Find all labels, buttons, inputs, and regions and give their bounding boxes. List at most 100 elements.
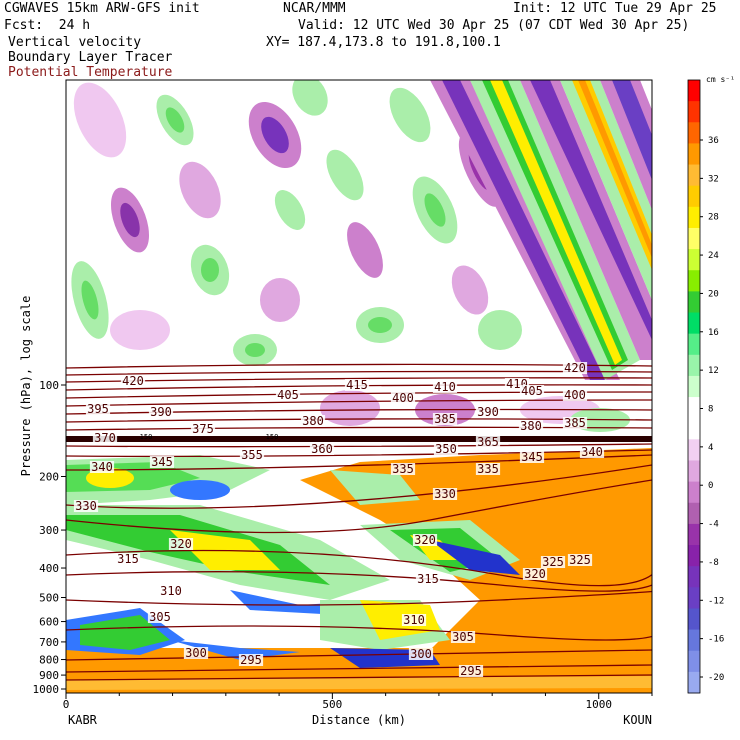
tracer-label: 150 [266,433,279,441]
isentrope-label-bg [458,665,484,677]
isentrope-label-bg [120,375,146,387]
isentrope-label: 340 [91,460,113,474]
colorbar-swatch [688,629,700,652]
cross-section-xy: XY= 187.4,173.8 to 191.8,100.1 [266,35,501,50]
x-axis-title: Distance (km) [312,713,406,727]
colorbar-label: 28 [708,213,719,223]
model-title: CGWAVES 15km ARW-GFS init [4,1,200,16]
isentrope-label: 345 [151,455,173,469]
isentrope-label-bg [519,385,545,397]
colorbar-swatch [688,481,700,504]
colorbar-swatch [688,206,700,229]
isentrope-label: 295 [240,653,262,667]
isentrope-label: 395 [87,402,109,416]
isentrope-label-bg [540,556,566,568]
isentrope-label-bg [149,456,175,468]
isentrope-label-bg [390,392,416,404]
x-tick-label: 0 [63,698,70,711]
isentrope-label-bg [238,654,264,666]
isentrope-label-bg [92,432,118,444]
colorbar-swatch [688,671,700,694]
colorbar-swatch [688,270,700,292]
isentrope-label-bg [475,463,501,475]
isentrope-label: 400 [564,388,586,402]
colorbar-swatch [688,227,700,250]
colorbar-swatch [688,101,700,123]
colorbar-swatch [688,122,700,144]
y-tick-label: 700 [39,636,59,649]
colorbar-labels: 36 32 28 24 20 16 12 8 4 0 -4 -8 -12 -16 -20 [700,136,724,683]
isentrope-label: 340 [581,445,603,459]
isentrope-label: 300 [410,647,432,661]
tracer-label: 150 [140,433,153,441]
colorbar-swatch [688,354,700,377]
isentrope-label-bg [522,568,548,580]
isentrope-label: 355 [241,448,263,462]
isentrope-label: 415 [346,378,368,392]
isentrope-label-bg [432,381,458,393]
isentrope-label: 385 [564,416,586,430]
colorbar-swatch [688,608,700,631]
colorbar-label: 16 [708,328,719,338]
colorbar-swatch [688,291,700,314]
isentrope-label-bg [401,614,427,626]
colorbar-label: -20 [708,673,724,683]
isentrope-label-bg [275,389,301,401]
isentrope-label-bg [344,379,370,391]
isentrope-label: 320 [170,537,192,551]
isentrope-label-bg [518,420,544,432]
isentrope-label-bg [309,443,335,455]
isentrope-label: 390 [150,405,172,419]
isentrope-label-bg [190,423,216,435]
isentrope-label-bg [89,461,115,473]
colorbar-swatch [688,80,700,102]
colorbar-unit: cm s⁻¹ [706,75,735,84]
colorbar-label: 8 [708,405,713,415]
isentrope-label: 405 [521,384,543,398]
isentrope-label: 335 [477,462,499,476]
isentrope-label-bg [147,611,173,623]
x-tick-label: 500 [322,698,342,711]
isentrope-label: 315 [117,552,139,566]
isentrope-label: 305 [149,610,171,624]
colorbar-swatch [688,185,700,208]
colorbar-swatch [688,650,700,673]
colorbar-swatch [688,249,700,271]
isentrope-label: 300 [185,646,207,660]
init-time: Init: 12 UTC Tue 29 Apr 25 [513,1,717,16]
isentrope-label: 360 [311,442,333,456]
plot-frame [65,79,653,694]
isentrope-label: 420 [122,374,144,388]
isentrope-label: 410 [434,380,456,394]
y-tick-label: 800 [39,654,59,667]
isentrope-label: 375 [192,422,214,436]
colorbar-swatch [688,460,700,483]
isentrope-label: 305 [452,630,474,644]
isentrope-label-bg [300,415,326,427]
isentrope-label: 295 [460,664,482,678]
colorbar-swatch [688,523,700,546]
y-tick-label: 600 [39,616,59,629]
isentrope-label: 380 [520,419,542,433]
tracer-region [66,448,652,693]
colorbar-swatch [688,566,700,588]
x-tick-label: 1000 [585,698,612,711]
isentrope-label: 310 [403,613,425,627]
field-vertical-velocity: Vertical velocity [8,35,142,50]
isentrope-label-bg [115,553,141,565]
right-endpoint-label: KOUN [623,713,652,727]
isentrope-label-bg [433,443,459,455]
colorbar-label: 0 [708,481,713,491]
y-tick-label: 500 [39,591,59,604]
isentrope-label-bg [415,573,441,585]
isentrope-label-bg [562,389,588,401]
isentrope-label: 345 [521,450,543,464]
colorbar-swatch [688,143,700,166]
isentrope-label: 390 [477,405,499,419]
isentrope-label: 330 [434,487,456,501]
isentrope-label: 365 [477,435,499,449]
colorbar-swatch [688,375,700,398]
colorbar-frame [687,79,701,694]
